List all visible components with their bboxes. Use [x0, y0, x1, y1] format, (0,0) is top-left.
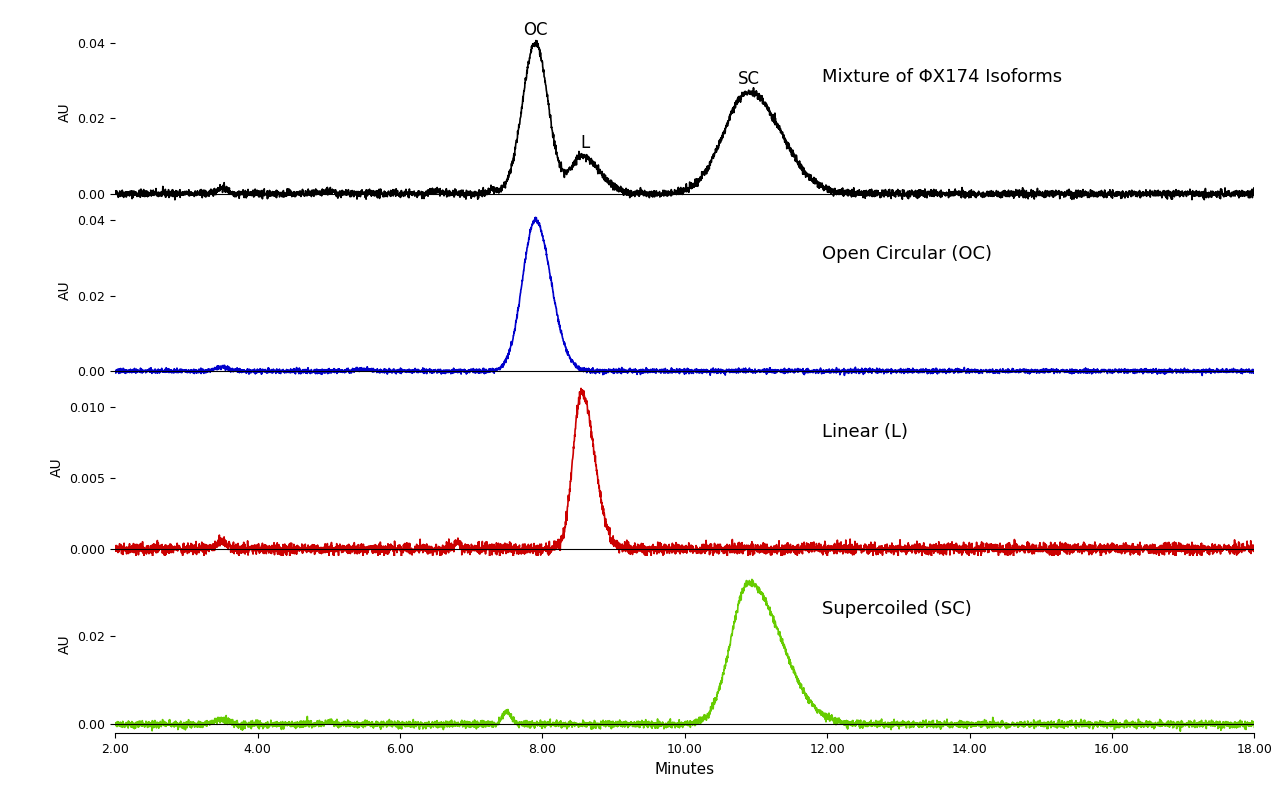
Y-axis label: AU: AU	[50, 457, 64, 477]
Text: SC: SC	[737, 70, 760, 88]
Text: Mixture of ΦX174 Isoforms: Mixture of ΦX174 Isoforms	[822, 68, 1061, 86]
X-axis label: Minutes: Minutes	[655, 761, 714, 776]
Text: Linear (L): Linear (L)	[822, 422, 908, 441]
Text: Open Circular (OC): Open Circular (OC)	[822, 245, 992, 264]
Text: L: L	[581, 134, 590, 152]
Y-axis label: AU: AU	[58, 103, 72, 123]
Text: OC: OC	[524, 21, 548, 39]
Y-axis label: AU: AU	[58, 634, 72, 654]
Text: Supercoiled (SC): Supercoiled (SC)	[822, 600, 972, 618]
Y-axis label: AU: AU	[58, 280, 72, 300]
